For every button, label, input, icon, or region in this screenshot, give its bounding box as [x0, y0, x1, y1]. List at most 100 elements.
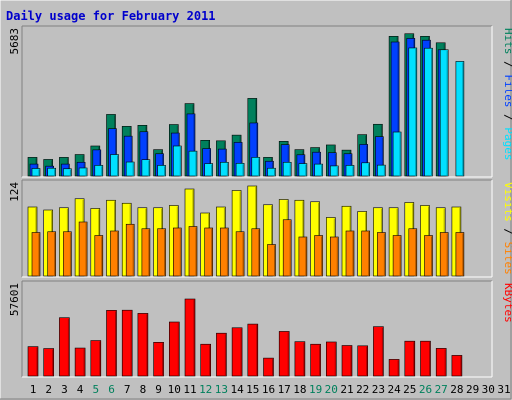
- day-label-8: 8: [140, 383, 147, 396]
- panel-visits-sites: 124 Visits / Sites: [8, 179, 512, 278]
- day-label-26: 26: [419, 383, 432, 396]
- day-label-10: 10: [168, 383, 181, 396]
- bar-kbytes-day-19: [310, 343, 321, 377]
- panel-legend: Hits / Files / Pages: [502, 28, 512, 161]
- bar-sites-day-7: [125, 223, 135, 277]
- bar-sites-day-18: [298, 236, 308, 277]
- day-label-3: 3: [61, 383, 68, 396]
- day-label-17: 17: [278, 383, 291, 396]
- day-label-13: 13: [215, 383, 228, 396]
- bar-kbytes-day-6: [106, 310, 117, 377]
- panel-hits-files-pages: 5683 Hits / Files / Pages: [8, 25, 512, 178]
- day-axis: 1 2 3 4 5 6 7 8 9 10 11 12 13 14 15 16 17 18 19 20 21 22 23 24 2…: [30, 383, 511, 396]
- bar-pages-day-8: [141, 159, 151, 177]
- bar-kbytes-day-17: [278, 331, 290, 377]
- bar-kbytes-day-18: [294, 341, 306, 377]
- bar-kbytes-day-15: [247, 323, 259, 377]
- bar-pages-day-11: [188, 150, 198, 177]
- series-sites: [31, 219, 465, 277]
- legend-entry: Files: [502, 74, 512, 107]
- bar-sites-day-20: [329, 236, 339, 277]
- bar-sites-day-22: [361, 230, 371, 277]
- day-label-23: 23: [372, 383, 385, 396]
- series-kbytes: [27, 298, 463, 377]
- bar-pages-day-3: [63, 168, 72, 177]
- bar-sites-day-11: [188, 226, 198, 277]
- bar-pages-day-15: [251, 157, 261, 177]
- bar-pages-day-20: [329, 165, 339, 177]
- bar-pages-day-7: [125, 161, 135, 177]
- bar-sites-day-15: [251, 228, 261, 277]
- legend-entry: KBytes: [502, 283, 512, 323]
- bar-kbytes-day-7: [121, 309, 133, 377]
- day-label-12: 12: [199, 383, 212, 396]
- bar-kbytes-day-11: [184, 298, 196, 377]
- bar-kbytes-day-5: [90, 340, 102, 377]
- bar-kbytes-day-27: [435, 348, 447, 377]
- day-label-24: 24: [387, 383, 401, 396]
- day-label-11: 11: [183, 383, 196, 396]
- legend-entry: Hits: [502, 28, 512, 55]
- bar-pages-day-25: [408, 47, 418, 177]
- day-label-6: 6: [108, 383, 115, 396]
- bar-sites-day-2: [47, 231, 57, 277]
- bar-sites-day-16: [267, 244, 276, 277]
- bar-pages-day-27: [439, 49, 449, 177]
- bar-sites-day-28: [455, 232, 465, 277]
- bar-pages-day-6: [110, 154, 119, 177]
- legend-entry: Sites: [502, 242, 512, 275]
- bar-kbytes-day-23: [373, 326, 384, 377]
- bar-kbytes-day-20: [325, 341, 337, 377]
- bar-pages-day-26: [424, 47, 433, 177]
- bar-sites-day-24: [392, 235, 402, 277]
- bar-sites-day-14: [235, 231, 245, 277]
- bar-sites-day-1: [31, 232, 41, 277]
- bar-sites-day-3: [63, 231, 72, 277]
- bar-sites-day-9: [157, 228, 166, 277]
- day-label-29: 29: [466, 383, 479, 396]
- bar-sites-day-19: [314, 235, 323, 277]
- bar-sites-day-8: [141, 228, 151, 277]
- bar-pages-day-21: [345, 165, 355, 177]
- bar-sites-day-25: [408, 228, 418, 277]
- bar-kbytes-day-4: [74, 347, 86, 377]
- bar-sites-day-26: [424, 235, 433, 277]
- day-label-30: 30: [482, 383, 495, 396]
- legend-entry: /: [502, 222, 512, 242]
- bar-kbytes-day-12: [200, 343, 211, 377]
- legend-entry: Visits: [502, 182, 512, 222]
- bar-sites-day-6: [110, 230, 119, 277]
- bar-sites-day-4: [78, 221, 88, 277]
- bar-pages-day-1: [31, 168, 41, 177]
- bar-pages-day-12: [204, 163, 213, 177]
- legend-entry: /: [502, 55, 512, 75]
- bar-kbytes-day-26: [420, 340, 431, 377]
- bar-kbytes-day-3: [59, 317, 70, 377]
- bar-sites-day-10: [173, 227, 182, 277]
- day-label-19: 19: [309, 383, 322, 396]
- legend-entry: Pages: [502, 127, 512, 160]
- bar-sites-day-17: [282, 219, 292, 277]
- bar-sites-day-5: [94, 235, 104, 277]
- series-pages: [31, 47, 465, 177]
- bar-pages-day-22: [361, 162, 371, 177]
- bar-sites-day-12: [204, 227, 213, 277]
- bar-pages-day-17: [282, 161, 292, 177]
- bar-kbytes-day-28: [451, 355, 463, 377]
- day-label-7: 7: [124, 383, 131, 396]
- panel-legend: Visits / Sites: [502, 182, 512, 275]
- bar-pages-day-14: [235, 163, 245, 177]
- day-label-1: 1: [30, 383, 37, 396]
- bar-pages-day-18: [298, 163, 308, 177]
- day-label-16: 16: [262, 383, 275, 396]
- bar-kbytes-day-1: [27, 346, 39, 377]
- bar-pages-day-28: [455, 61, 465, 177]
- panel-kbytes: 57601 KBytes: [8, 280, 512, 378]
- legend-entry: /: [502, 108, 512, 128]
- bar-pages-day-13: [220, 161, 229, 177]
- bar-kbytes-day-8: [137, 313, 149, 377]
- bar-kbytes-day-16: [263, 357, 274, 377]
- bar-sites-day-13: [220, 227, 229, 277]
